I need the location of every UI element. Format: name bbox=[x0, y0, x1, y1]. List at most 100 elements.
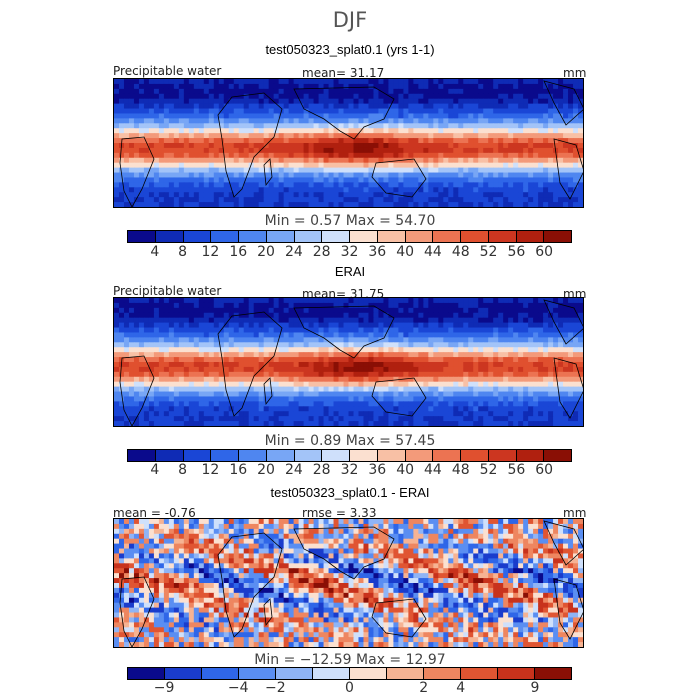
map-cell bbox=[508, 381, 514, 388]
map-cell bbox=[473, 172, 479, 179]
map-cell bbox=[128, 192, 135, 198]
map-cell bbox=[528, 182, 534, 188]
map-cell bbox=[338, 411, 345, 417]
map-cell bbox=[263, 138, 270, 144]
map-cell bbox=[258, 337, 265, 343]
map-cell bbox=[553, 317, 559, 324]
map-cell bbox=[368, 88, 375, 95]
map-cell bbox=[403, 167, 409, 174]
map-cell bbox=[533, 147, 539, 154]
map-cell bbox=[123, 157, 130, 164]
map-cell bbox=[383, 421, 390, 426]
map-cell bbox=[423, 327, 429, 334]
panel2-map bbox=[113, 297, 584, 427]
map-cell bbox=[123, 406, 130, 412]
map-cell bbox=[473, 332, 479, 338]
map-cell bbox=[233, 416, 240, 422]
map-cell bbox=[273, 138, 280, 144]
map-cell bbox=[458, 103, 464, 110]
map-cell bbox=[213, 307, 220, 314]
map-cell bbox=[298, 302, 305, 309]
coastline bbox=[293, 86, 395, 140]
map-cell bbox=[238, 421, 245, 426]
map-cell bbox=[203, 347, 210, 353]
map-cell bbox=[143, 143, 150, 149]
map-cell bbox=[263, 152, 270, 159]
map-cell bbox=[178, 396, 185, 402]
map-cell bbox=[353, 342, 360, 348]
map-cell bbox=[313, 357, 320, 363]
map-cell bbox=[393, 371, 399, 378]
map-cell bbox=[318, 177, 325, 183]
map-cell bbox=[403, 108, 409, 115]
map-cell bbox=[398, 152, 404, 159]
map-cell bbox=[183, 108, 190, 115]
map-cell bbox=[288, 152, 295, 159]
map-cell bbox=[453, 298, 459, 304]
map-cell bbox=[383, 79, 390, 85]
map-cell bbox=[133, 342, 140, 348]
map-cell bbox=[413, 197, 419, 203]
map-cell bbox=[213, 202, 220, 207]
map-cell bbox=[298, 381, 305, 388]
map-cell bbox=[298, 342, 305, 348]
map-cell bbox=[253, 317, 260, 324]
map-cell bbox=[193, 352, 200, 358]
map-cell bbox=[308, 182, 315, 188]
map-cell bbox=[273, 327, 280, 334]
map-cell bbox=[418, 123, 424, 129]
map-cell bbox=[553, 396, 559, 402]
map-cell bbox=[268, 406, 275, 412]
map-cell bbox=[123, 317, 130, 324]
map-cell bbox=[308, 396, 315, 402]
map-cell bbox=[293, 88, 300, 95]
map-cell bbox=[503, 187, 509, 193]
map-cell bbox=[203, 391, 210, 398]
map-cell bbox=[348, 366, 355, 373]
map-cell bbox=[478, 167, 484, 174]
map-cell bbox=[143, 357, 150, 363]
map-cell bbox=[263, 98, 270, 105]
map-cell bbox=[508, 332, 514, 338]
map-cell bbox=[558, 79, 564, 85]
map-cell bbox=[363, 381, 370, 388]
map-cell bbox=[553, 381, 559, 388]
map-cell bbox=[198, 108, 205, 115]
map-cell bbox=[463, 143, 469, 149]
map-cell bbox=[498, 108, 504, 115]
map-cell bbox=[548, 108, 554, 115]
map-cell bbox=[168, 133, 175, 139]
map-cell bbox=[368, 128, 375, 134]
map-cell bbox=[383, 302, 390, 309]
map-cell bbox=[348, 113, 355, 119]
map-cell bbox=[258, 362, 265, 368]
map-cell bbox=[118, 302, 125, 309]
map-cell bbox=[523, 337, 529, 343]
map-cell bbox=[193, 322, 200, 329]
map-cell bbox=[523, 182, 529, 188]
map-cell bbox=[213, 128, 220, 134]
map-cell bbox=[328, 327, 335, 334]
map-cell bbox=[343, 416, 350, 422]
map-cell bbox=[528, 113, 534, 119]
map-cell bbox=[328, 167, 335, 174]
map-cell bbox=[408, 108, 414, 115]
map-cell bbox=[428, 167, 434, 174]
map-cell bbox=[548, 103, 554, 110]
map-cell bbox=[333, 322, 340, 329]
map-cell bbox=[393, 352, 399, 358]
map-cell bbox=[248, 307, 255, 314]
map-cell bbox=[528, 108, 534, 115]
map-cell bbox=[308, 371, 315, 378]
map-cell bbox=[443, 143, 449, 149]
map-cell bbox=[178, 352, 185, 358]
map-cell bbox=[418, 317, 424, 324]
map-cell bbox=[273, 93, 280, 100]
map-cell bbox=[233, 421, 240, 426]
map-cell bbox=[428, 327, 434, 334]
map-cell bbox=[288, 396, 295, 402]
map-cell bbox=[228, 337, 235, 343]
map-cell bbox=[193, 366, 200, 373]
map-cell bbox=[163, 177, 170, 183]
map-cell bbox=[308, 123, 315, 129]
